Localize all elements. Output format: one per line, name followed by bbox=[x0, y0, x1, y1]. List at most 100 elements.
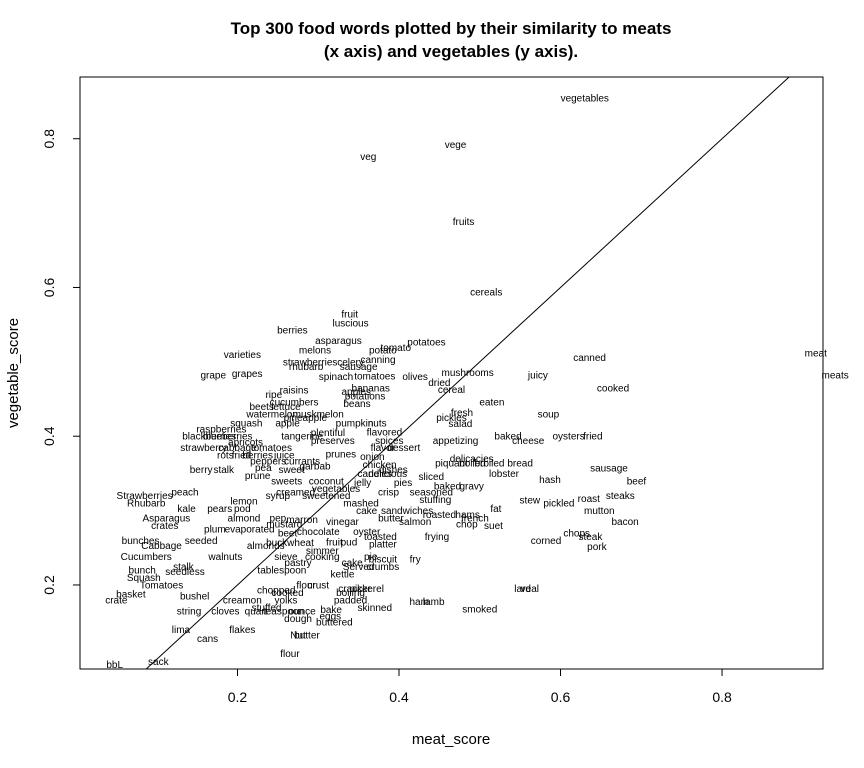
word-point: veg bbox=[360, 152, 376, 163]
word-point: apples bbox=[341, 387, 370, 398]
word-point: flavored bbox=[367, 427, 403, 438]
word-point: stuffing bbox=[419, 495, 451, 506]
word-point: crisp bbox=[378, 487, 400, 498]
word-point: chop bbox=[456, 519, 478, 530]
word-point: lettuce bbox=[271, 402, 301, 413]
word-point: flour bbox=[296, 580, 316, 591]
word-point: pod bbox=[234, 504, 251, 515]
word-point: lobster bbox=[489, 469, 520, 480]
word-point: bacon bbox=[612, 517, 639, 528]
word-point: cooking bbox=[305, 552, 339, 563]
word-point: baked bbox=[434, 482, 461, 493]
word-point: sack bbox=[148, 657, 170, 668]
x-tick-label: 0.2 bbox=[228, 689, 248, 705]
word-point: mashed bbox=[343, 499, 379, 510]
word-point: flour bbox=[280, 649, 300, 660]
word-point: potato bbox=[369, 345, 397, 356]
word-point: berries bbox=[242, 450, 273, 461]
word-point: bushel bbox=[180, 592, 209, 603]
word-point: Strawberries bbox=[117, 491, 173, 502]
word-point: bread bbox=[507, 458, 533, 469]
chart-title-line1: Top 300 food words plotted by their simi… bbox=[231, 19, 672, 38]
word-point: string bbox=[177, 606, 201, 617]
word-point: dried bbox=[428, 378, 450, 389]
word-point: buckwheat bbox=[266, 538, 314, 549]
word-point: Asparagus bbox=[143, 514, 191, 525]
word-point: canned bbox=[573, 353, 606, 364]
word-point: sweetened bbox=[302, 491, 350, 502]
word-point: delicacies bbox=[450, 454, 494, 465]
word-point: baked bbox=[494, 432, 521, 443]
word-point: asparagus bbox=[315, 336, 362, 347]
word-point: bunch bbox=[129, 566, 156, 577]
word-point: steak bbox=[578, 532, 603, 543]
word-point: meats bbox=[821, 371, 848, 382]
word-point: stew bbox=[520, 496, 541, 507]
word-point: beans bbox=[343, 399, 370, 410]
word-point: peach bbox=[171, 487, 198, 498]
word-point: lamb bbox=[423, 597, 445, 608]
diagonal-reference-line bbox=[145, 77, 790, 669]
word-point: hash bbox=[539, 475, 561, 486]
word-point: vegetables bbox=[312, 484, 360, 495]
word-point: sweets bbox=[271, 476, 302, 487]
word-point: Cucumbers bbox=[121, 552, 172, 563]
word-point: almonds bbox=[247, 541, 285, 552]
word-point: canning bbox=[360, 355, 395, 366]
word-point: crumbs bbox=[366, 562, 399, 573]
word-point: tangerine bbox=[281, 432, 323, 443]
word-point: Squash bbox=[127, 573, 161, 584]
word-point: oysters bbox=[552, 432, 584, 443]
word-point: quart bbox=[245, 606, 268, 617]
word-point: seasoned bbox=[410, 487, 453, 498]
word-point: almond bbox=[228, 514, 261, 525]
word-point: candies bbox=[358, 469, 392, 480]
word-point: mustard bbox=[266, 519, 302, 530]
y-axis-label: vegetable_score bbox=[5, 318, 22, 428]
word-point: meat bbox=[805, 348, 827, 359]
word-point: simmer bbox=[306, 546, 339, 557]
word-point: prune bbox=[245, 471, 271, 482]
word-point: delicious bbox=[368, 469, 407, 480]
word-point: creamon bbox=[223, 595, 262, 606]
word-point: crates bbox=[151, 521, 178, 532]
word-point: chocolate bbox=[297, 527, 340, 538]
word-point: currants bbox=[284, 456, 320, 467]
word-point: coconut bbox=[309, 476, 344, 487]
word-point: hams bbox=[455, 510, 479, 521]
word-point: tomatoes bbox=[354, 371, 395, 382]
word-point: fat bbox=[490, 504, 501, 515]
word-point: steaks bbox=[606, 491, 635, 502]
word-point: lard bbox=[514, 584, 531, 595]
word-point: stuffed bbox=[252, 603, 282, 614]
word-point: pies bbox=[394, 478, 412, 489]
word-point: sieve bbox=[274, 552, 298, 563]
word-point: pud bbox=[341, 537, 358, 548]
word-point: marron bbox=[286, 515, 318, 526]
word-point: garbab bbox=[299, 461, 331, 472]
word-point: yolks bbox=[275, 595, 298, 606]
word-point: raisins bbox=[280, 386, 309, 397]
word-point: blackberries bbox=[182, 432, 236, 443]
x-axis: 0.2 0.4 0.6 0.8 bbox=[228, 669, 732, 705]
plot-frame bbox=[79, 76, 824, 670]
word-point: plentiful bbox=[311, 428, 345, 439]
word-point: gravy bbox=[459, 482, 483, 493]
word-point: potatoes bbox=[407, 337, 445, 348]
word-point: eaten bbox=[479, 398, 504, 409]
word-point: veal bbox=[521, 584, 539, 595]
word-point: cake bbox=[342, 558, 364, 569]
word-point: boiled bbox=[459, 458, 486, 469]
word-point: walnuts bbox=[207, 552, 242, 563]
word-point: cabbage bbox=[218, 443, 257, 454]
word-point: toasted bbox=[364, 532, 397, 543]
word-point: fry bbox=[410, 554, 421, 565]
word-point: grape bbox=[200, 371, 226, 382]
word-point: pastry bbox=[284, 558, 311, 569]
word-point: pie bbox=[364, 552, 378, 563]
word-point: ounce bbox=[288, 606, 316, 617]
word-point: squash bbox=[230, 418, 262, 429]
word-point: chopped bbox=[257, 586, 295, 597]
word-point: apricots bbox=[228, 438, 263, 449]
word-point: Cabbage bbox=[141, 541, 182, 552]
